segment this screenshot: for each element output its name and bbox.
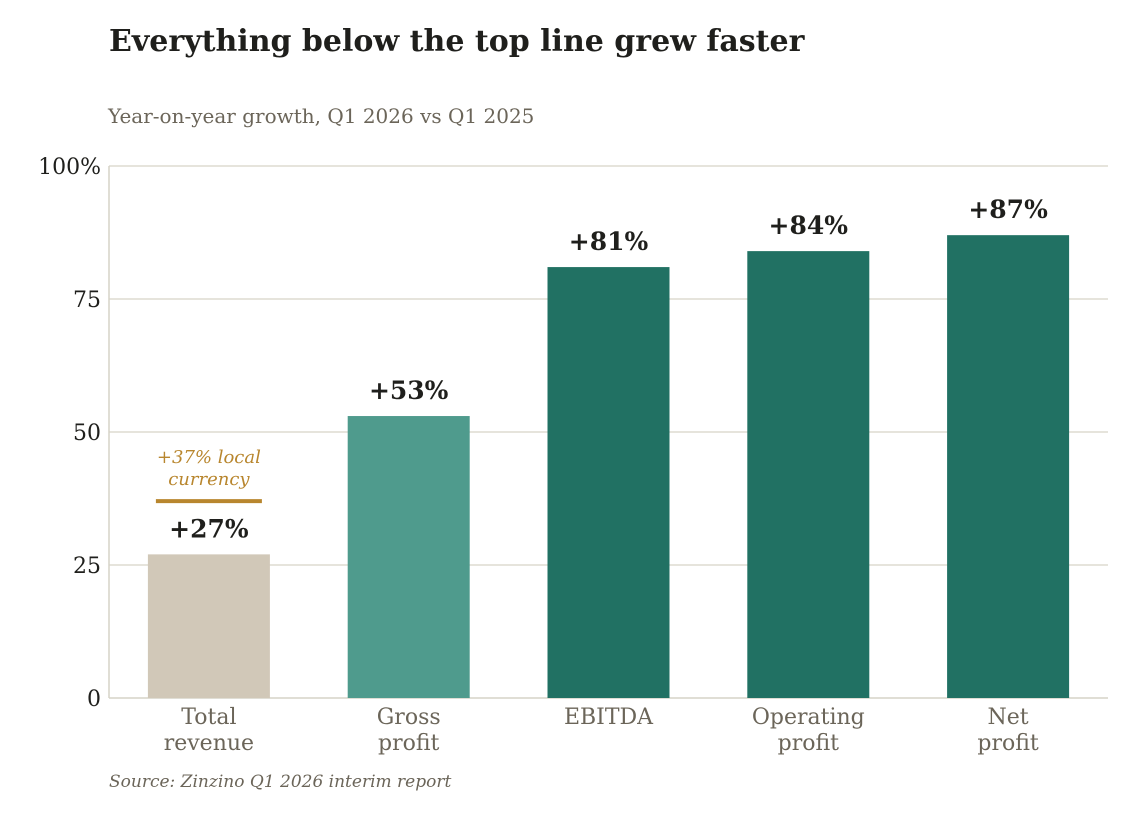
y-tick-label: 25	[73, 554, 101, 579]
data-label: +27%	[169, 514, 249, 543]
x-tick-label: Gross profit	[377, 705, 441, 756]
bar	[947, 235, 1070, 698]
x-tick-label: Operating profit	[752, 705, 865, 756]
y-tick-label: 0	[87, 687, 101, 712]
source-note: Source: Zinzino Q1 2026 interim report	[109, 772, 452, 792]
annotation-text: +37% local currency	[157, 447, 261, 490]
bar	[547, 267, 670, 698]
data-label: +87%	[968, 195, 1048, 224]
bar	[147, 554, 270, 698]
x-tick-label: EBITDA	[564, 705, 654, 730]
y-tick-label: 100%	[38, 155, 101, 180]
data-label: +53%	[369, 376, 449, 405]
y-tick-label: 50	[73, 421, 101, 446]
data-label: +84%	[769, 211, 849, 240]
x-tick-label: Net profit	[977, 705, 1039, 756]
bar	[747, 251, 870, 698]
data-label: +81%	[569, 227, 649, 256]
chart-subtitle: Year-on-year growth, Q1 2026 vs Q1 2025	[108, 104, 535, 128]
y-tick-label: 75	[73, 288, 101, 313]
x-tick-label: Total revenue	[164, 705, 254, 756]
bar	[347, 416, 470, 698]
chart-title: Everything below the top line grew faste…	[109, 24, 805, 59]
